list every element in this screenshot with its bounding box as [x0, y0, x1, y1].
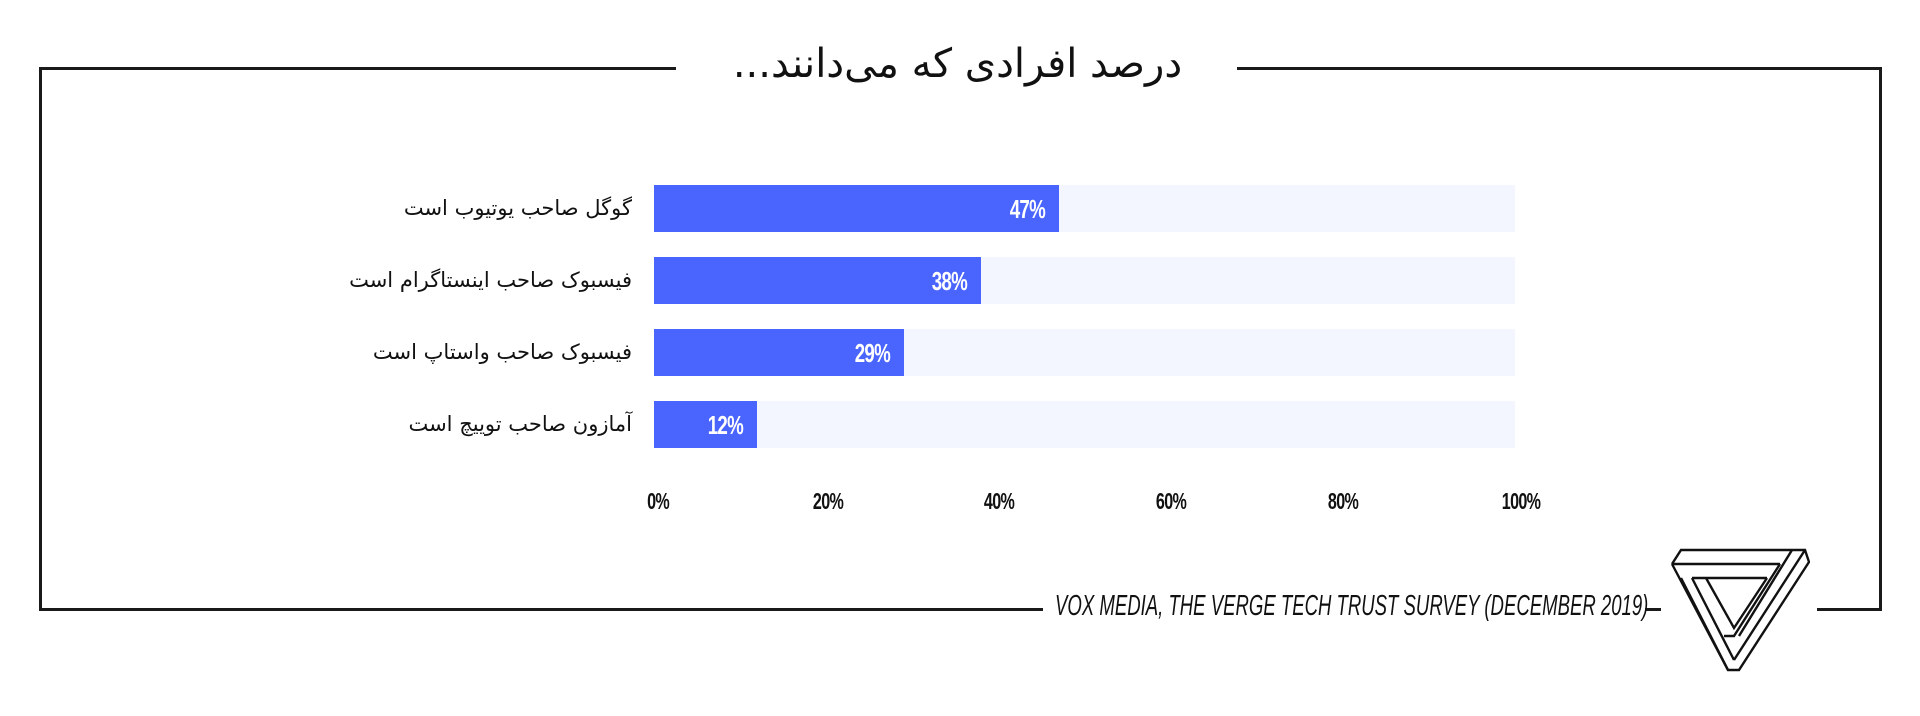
bar: 29% [654, 329, 904, 376]
bar-track: 12% [654, 401, 1515, 448]
bar: 38% [654, 257, 981, 304]
x-tick: 80% [1327, 488, 1359, 514]
frame-bottom-dash [1645, 608, 1661, 611]
frame-right [1879, 67, 1882, 611]
bar-track: 29% [654, 329, 1515, 376]
x-tick: 100% [1501, 488, 1541, 514]
frame-bottom-right [1817, 608, 1882, 611]
frame-top-left [39, 67, 676, 70]
bar-value-label: 12% [707, 410, 744, 440]
frame-bottom-left [39, 608, 1043, 611]
the-verge-logo-icon [1670, 548, 1810, 672]
x-tick: 20% [812, 488, 844, 514]
bar-track: 47% [654, 185, 1515, 232]
bar-value-label: 29% [854, 338, 891, 368]
frame-left [39, 67, 42, 611]
bar-value-label: 47% [1009, 194, 1046, 224]
bar-track: 38% [654, 257, 1515, 304]
bar: 47% [654, 185, 1059, 232]
x-tick: 0% [647, 488, 670, 514]
bar: 12% [654, 401, 757, 448]
category-label: فیسبوک صاحب اینستاگرام است [349, 268, 632, 292]
category-label: آمازون صاحب توییچ است [408, 412, 632, 436]
category-label: فیسبوک صاحب واستاپ است [372, 340, 632, 364]
frame-top-right [1237, 67, 1882, 70]
category-label: گوگل صاحب یوتیوب است [403, 196, 632, 220]
chart-title: درصد افرادی که می‌دانند... [732, 41, 1183, 87]
x-tick: 60% [1155, 488, 1187, 514]
bar-value-label: 38% [931, 266, 968, 296]
source-credit: VOX MEDIA, THE VERGE TECH TRUST SURVEY (… [1055, 590, 1649, 622]
x-tick: 40% [983, 488, 1015, 514]
